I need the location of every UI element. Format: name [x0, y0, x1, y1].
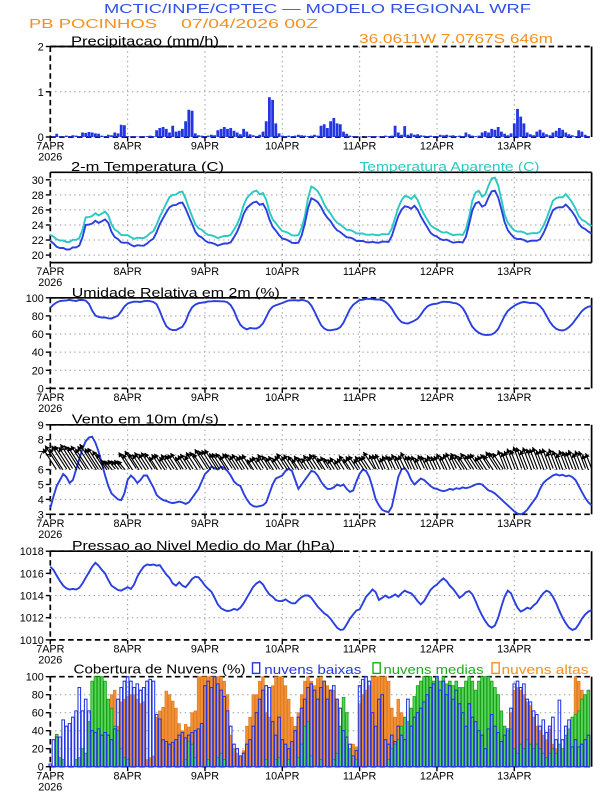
- svg-text:Vento em 10m (m/s): Vento em 10m (m/s): [72, 413, 219, 427]
- svg-text:07/04/2026 00Z: 07/04/2026 00Z: [181, 17, 319, 31]
- svg-text:8: 8: [38, 435, 44, 447]
- svg-text:8APR: 8APR: [114, 518, 142, 530]
- svg-text:nuvens baixas: nuvens baixas: [264, 663, 361, 677]
- svg-text:7APR: 7APR: [36, 644, 64, 656]
- svg-text:2: 2: [38, 42, 44, 54]
- svg-text:20: 20: [32, 365, 44, 377]
- svg-text:9APR: 9APR: [191, 770, 219, 782]
- svg-text:11APR: 11APR: [343, 392, 377, 404]
- svg-text:Pressao ao Nivel Medio do Mar: Pressao ao Nivel Medio do Mar (hPa): [72, 539, 335, 553]
- svg-text:10APR: 10APR: [265, 266, 299, 278]
- svg-text:24: 24: [32, 220, 44, 232]
- svg-text:13APR: 13APR: [497, 518, 531, 530]
- svg-text:1012: 1012: [20, 613, 44, 625]
- svg-text:7APR: 7APR: [36, 770, 64, 782]
- svg-text:7: 7: [38, 450, 44, 462]
- svg-text:26: 26: [32, 205, 44, 217]
- svg-text:10APR: 10APR: [265, 392, 299, 404]
- svg-text:Cobertura de Nuvens (%): Cobertura de Nuvens (%): [74, 663, 246, 677]
- svg-text:8APR: 8APR: [114, 266, 142, 278]
- svg-text:8APR: 8APR: [114, 141, 142, 153]
- svg-text:1: 1: [38, 87, 44, 99]
- svg-text:8APR: 8APR: [114, 392, 142, 404]
- svg-text:60: 60: [32, 329, 44, 341]
- svg-text:2026: 2026: [38, 781, 62, 792]
- svg-text:13APR: 13APR: [497, 644, 531, 656]
- svg-text:7APR: 7APR: [36, 392, 64, 404]
- svg-text:2026: 2026: [38, 152, 62, 164]
- svg-text:60: 60: [32, 708, 44, 720]
- svg-text:40: 40: [32, 726, 44, 738]
- svg-text:100: 100: [26, 293, 44, 305]
- svg-text:40: 40: [32, 347, 44, 359]
- svg-text:4: 4: [38, 494, 44, 506]
- svg-text:100: 100: [26, 672, 44, 684]
- svg-text:PB POCINHOS: PB POCINHOS: [29, 17, 157, 31]
- svg-text:2026: 2026: [38, 403, 62, 415]
- svg-text:0: 0: [38, 383, 44, 395]
- svg-text:10APR: 10APR: [265, 141, 299, 153]
- svg-text:28: 28: [32, 190, 44, 202]
- svg-text:80: 80: [32, 690, 44, 702]
- svg-text:MCTIC/INPE/CPTEC — MODELO REGI: MCTIC/INPE/CPTEC — MODELO REGIONAL WRF: [104, 2, 532, 16]
- svg-text:5: 5: [38, 479, 44, 491]
- svg-text:1018: 1018: [20, 546, 44, 558]
- svg-text:12APR: 12APR: [420, 266, 454, 278]
- svg-text:12APR: 12APR: [420, 770, 454, 782]
- svg-text:12APR: 12APR: [420, 644, 454, 656]
- svg-text:20: 20: [32, 250, 44, 262]
- svg-text:11APR: 11APR: [343, 644, 377, 656]
- svg-text:10APR: 10APR: [265, 770, 299, 782]
- svg-text:9APR: 9APR: [191, 518, 219, 530]
- svg-text:Temperatura Aparente (C): Temperatura Aparente (C): [360, 160, 540, 174]
- svg-text:8APR: 8APR: [114, 770, 142, 782]
- svg-text:20: 20: [32, 744, 44, 756]
- svg-text:3: 3: [38, 509, 44, 521]
- svg-text:7APR: 7APR: [36, 266, 64, 278]
- svg-text:6: 6: [38, 465, 44, 477]
- svg-text:2026: 2026: [38, 529, 62, 541]
- svg-text:nuvens medias: nuvens medias: [384, 663, 484, 677]
- svg-text:0: 0: [38, 762, 44, 774]
- svg-text:nuvens altas: nuvens altas: [502, 663, 589, 677]
- svg-text:7APR: 7APR: [36, 141, 64, 153]
- svg-text:30: 30: [32, 175, 44, 187]
- svg-text:22: 22: [32, 235, 44, 247]
- svg-text:Precipitacao (mm/h): Precipitacao (mm/h): [71, 34, 219, 48]
- svg-text:9: 9: [38, 420, 44, 432]
- svg-text:80: 80: [32, 311, 44, 323]
- svg-text:13APR: 13APR: [497, 392, 531, 404]
- svg-text:Umidade Relativa em 2m (%): Umidade Relativa em 2m (%): [72, 286, 280, 300]
- svg-text:9APR: 9APR: [191, 644, 219, 656]
- svg-text:11APR: 11APR: [343, 518, 377, 530]
- svg-text:12APR: 12APR: [420, 141, 454, 153]
- svg-text:2-m Temperatura (C): 2-m Temperatura (C): [71, 160, 224, 174]
- svg-text:11APR: 11APR: [343, 770, 377, 782]
- svg-text:8APR: 8APR: [114, 644, 142, 656]
- svg-text:10APR: 10APR: [265, 644, 299, 656]
- svg-text:10APR: 10APR: [265, 518, 299, 530]
- svg-text:12APR: 12APR: [420, 392, 454, 404]
- svg-text:11APR: 11APR: [343, 141, 377, 153]
- svg-text:9APR: 9APR: [191, 266, 219, 278]
- svg-text:1014: 1014: [20, 591, 44, 603]
- svg-text:13APR: 13APR: [497, 141, 531, 153]
- svg-text:7APR: 7APR: [36, 518, 64, 530]
- svg-text:13APR: 13APR: [497, 770, 531, 782]
- svg-text:11APR: 11APR: [343, 266, 377, 278]
- svg-text:1010: 1010: [20, 635, 44, 647]
- svg-text:13APR: 13APR: [497, 266, 531, 278]
- svg-text:36.0611W 7.0767S 646m: 36.0611W 7.0767S 646m: [359, 32, 553, 46]
- svg-text:2026: 2026: [38, 277, 62, 289]
- svg-text:9APR: 9APR: [191, 392, 219, 404]
- svg-text:1016: 1016: [20, 568, 44, 580]
- svg-text:2026: 2026: [38, 655, 62, 667]
- svg-text:12APR: 12APR: [420, 518, 454, 530]
- svg-text:9APR: 9APR: [191, 141, 219, 153]
- svg-text:0: 0: [38, 132, 44, 144]
